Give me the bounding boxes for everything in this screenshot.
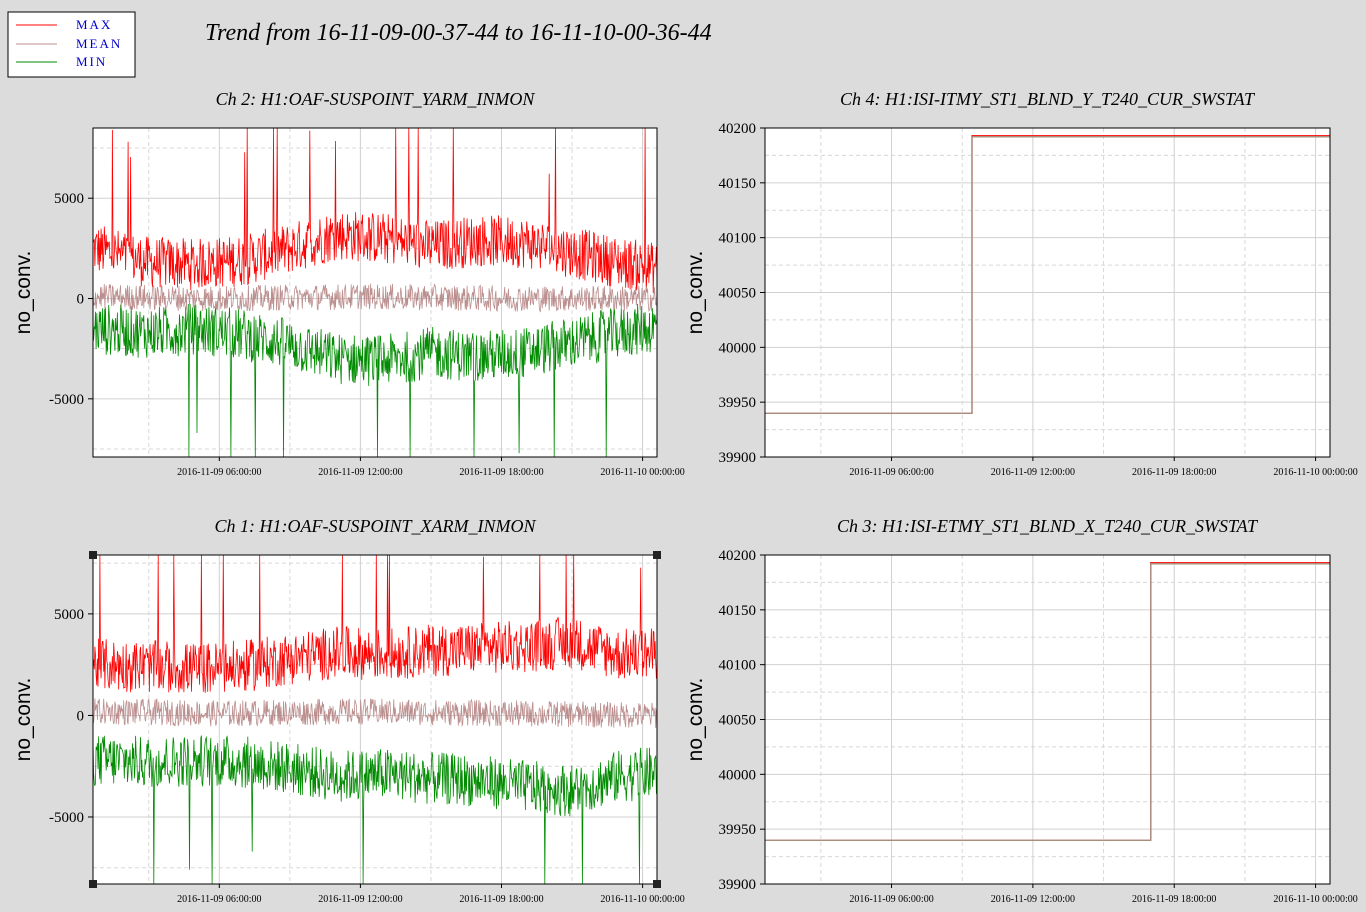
ch2-xtick-label: 2016-11-09 12:00:00	[318, 467, 402, 478]
ch3-xtick-label: 2016-11-09 12:00:00	[991, 894, 1075, 905]
ch2-ytick-label: 5000	[54, 191, 84, 207]
ch2-series-mean	[93, 283, 657, 313]
ch1-ylabel: no_conv.	[12, 678, 35, 762]
ch1-ytick-label: 0	[77, 708, 85, 724]
ch3-ytick-label: 39950	[719, 822, 757, 838]
ch1-title: Ch 1: H1:OAF-SUSPOINT_XARM_INMON	[215, 516, 537, 536]
ch2-series-min	[93, 303, 657, 457]
ch2-ytick-label: 0	[77, 292, 85, 308]
legend-min-label: MIN	[76, 54, 107, 69]
ch1-xtick-label: 2016-11-09 12:00:00	[318, 894, 402, 905]
ch2-title: Ch 2: H1:OAF-SUSPOINT_YARM_INMON	[216, 89, 536, 109]
selection-handle[interactable]	[653, 551, 661, 559]
ch3-title: Ch 3: H1:ISI-ETMY_ST1_BLND_X_T240_CUR_SW…	[837, 516, 1259, 536]
ch2-ylabel: no_conv.	[12, 251, 35, 335]
ch3-series-mean	[765, 563, 1330, 841]
ch2-xtick-label: 2016-11-09 06:00:00	[177, 467, 261, 478]
selection-handle[interactable]	[653, 880, 661, 888]
ch2-xtick-label: 2016-11-10 00:00:00	[600, 467, 684, 478]
ch2-chart: -5000 0 5000 2016-11-09 06:00:00 2016-11-09 …	[12, 89, 685, 478]
ch4-xtick-label: 2016-11-09 18:00:00	[1132, 467, 1216, 478]
ch3-ytick-label: 40050	[719, 713, 757, 729]
ch3-ytick-label: 39900	[719, 877, 757, 893]
ch3-chart: 39900 39950 40000 40050 40100 40150 40200 2016-…	[684, 516, 1358, 905]
ch2-ytick-label: -5000	[49, 392, 84, 408]
ch4-chart: 39900 39950 40000 40050 40100 40150 40200 2016-…	[684, 89, 1358, 478]
ch2-xtick-label: 2016-11-09 18:00:00	[459, 467, 543, 478]
ch3-xtick-label: 2016-11-10 00:00:00	[1273, 894, 1357, 905]
legend-mean-label: MEAN	[76, 36, 122, 51]
ch4-xtick-label: 2016-11-09 12:00:00	[991, 467, 1075, 478]
ch4-ylabel: no_conv.	[684, 251, 707, 335]
ch2-series-max	[93, 128, 657, 294]
ch4-xtick-label: 2016-11-10 00:00:00	[1273, 467, 1357, 478]
ch3-xtick-label: 2016-11-09 06:00:00	[849, 894, 933, 905]
main-title: Trend from 16-11-09-00-37-44 to 16-11-10…	[205, 20, 712, 46]
legend-max-label: MAX	[76, 17, 112, 32]
ch4-series-mean	[765, 136, 1330, 414]
ch4-ytick-label: 39950	[719, 395, 757, 411]
ch1-series-max	[93, 555, 657, 693]
ch1-frame	[92, 554, 658, 885]
ch4-ytick-label: 39900	[719, 450, 757, 466]
ch1-xtick-label: 2016-11-10 00:00:00	[600, 894, 684, 905]
ch3-ytick-label: 40200	[719, 548, 757, 564]
ch1-xtick-label: 2016-11-09 06:00:00	[177, 894, 261, 905]
ch1-ytick-label: 5000	[54, 607, 84, 623]
ch1-series-min	[93, 735, 657, 884]
ch4-ytick-label: 40150	[719, 176, 757, 192]
ch4-ytick-label: 40000	[719, 340, 757, 356]
ch1-series-mean	[93, 698, 657, 729]
selection-handle[interactable]	[89, 880, 97, 888]
ch1-xtick-label: 2016-11-09 18:00:00	[459, 894, 543, 905]
ch3-xtick-label: 2016-11-09 18:00:00	[1132, 894, 1216, 905]
ch3-ytick-label: 40100	[719, 658, 757, 674]
ch1-chart: -5000 0 5000 2016-11-09 06:00:00 2016-11-09 …	[12, 516, 685, 905]
ch4-xtick-label: 2016-11-09 06:00:00	[849, 467, 933, 478]
charts-container: -5000 0 5000 2016-11-09 06:00:00 2016-11-09 …	[12, 89, 1358, 905]
legend: MAX MEAN MIN	[7, 11, 136, 78]
ch4-ytick-label: 40200	[719, 121, 757, 137]
ch4-ytick-label: 40050	[719, 286, 757, 302]
selection-handle[interactable]	[89, 551, 97, 559]
ch2-frame	[92, 127, 658, 458]
ch4-ytick-label: 40100	[719, 231, 757, 247]
ch3-ylabel: no_conv.	[684, 678, 707, 762]
ch1-ytick-label: -5000	[49, 810, 84, 826]
ch4-title: Ch 4: H1:ISI-ITMY_ST1_BLND_Y_T240_CUR_SW…	[840, 89, 1256, 109]
ch3-ytick-label: 40000	[719, 767, 757, 783]
ch3-ytick-label: 40150	[719, 603, 757, 619]
